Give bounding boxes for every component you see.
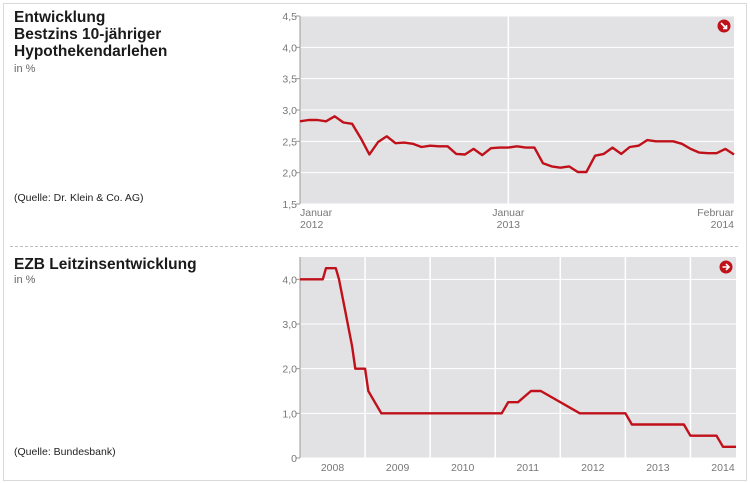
chart1-unit: in % [14, 63, 36, 75]
chart1-title: Entwicklung Bestzins 10-jähriger Hypothe… [14, 9, 167, 60]
chart1-chart: 4,54,03,53,02,52,01,5Januar2012Januar201… [282, 11, 735, 231]
chart1-series-line [299, 115, 735, 174]
chart2-x-tick-label: 2013 [646, 462, 670, 474]
chart2-x-tick-label: 2012 [581, 462, 605, 474]
chart1-title-line-2: Bestzins 10-jähriger [14, 26, 162, 43]
chart1-x-tick-label: Januar [300, 207, 333, 219]
badge-arrow [720, 22, 728, 30]
chart1-y-tick-label: 4,5 [282, 11, 297, 23]
chart1-title-line-1: Entwicklung [14, 9, 106, 26]
chart1-x-tick-label: Februar [697, 207, 734, 219]
chart2-x-tick-label: 2014 [711, 462, 735, 474]
chart2-x-tick-label: 2010 [451, 462, 475, 474]
chart2-x-tick-label: 2009 [386, 462, 410, 474]
chart2-series-line [300, 267, 736, 448]
chart2-source: (Quelle: Bundesbank) [14, 446, 116, 458]
chart1-y-tick-label: 4,0 [282, 42, 297, 54]
section-divider [10, 246, 738, 247]
badge-arrow [722, 263, 731, 271]
chart1-title-line-3: Hypothekendarlehen [14, 43, 168, 60]
arrow-right-badge-icon [719, 260, 733, 274]
chart2-x-tick-label: 2011 [516, 462, 539, 474]
chart2-x-tick-label: 2008 [321, 462, 345, 474]
chart2-chart: 4,0 3,0 2,0 1,0 0 2008 2009 2010 2011 2012 2013 201… [282, 257, 736, 474]
chart1-y-tick-label: 3,0 [282, 105, 297, 117]
chart2-y-tick-label: 3,0 [282, 319, 297, 331]
chart1-x-tick-label: Januar [492, 207, 525, 219]
chart1-y-tick-label: 2,0 [282, 168, 297, 180]
chart1-y-tick-label: 1,5 [282, 199, 297, 211]
chart2-title: EZB Leitzinsentwicklung [14, 256, 197, 273]
chart2-y-tick-label: 1,0 [282, 408, 297, 420]
chart2-y-tick-label: 0 [291, 453, 297, 465]
chart1-x-tick-label: 2012 [300, 219, 324, 231]
chart1-y-tick-label: 2,5 [282, 136, 297, 148]
chart2-y-tick-label: 4,0 [282, 274, 297, 286]
arrow-badge-icon [717, 19, 731, 33]
chart1-y-tick-label: 3,5 [282, 74, 297, 86]
chart2-unit: in % [14, 274, 36, 286]
chart1-x-tick-label: 2013 [497, 219, 521, 231]
chart1-source: (Quelle: Dr. Klein & Co. AG) [14, 192, 144, 204]
chart2-title-line-1: EZB Leitzinsentwicklung [14, 256, 197, 273]
chart2-y-tick-label: 2,0 [282, 364, 297, 376]
chart1-x-tick-label: 2014 [711, 219, 735, 231]
